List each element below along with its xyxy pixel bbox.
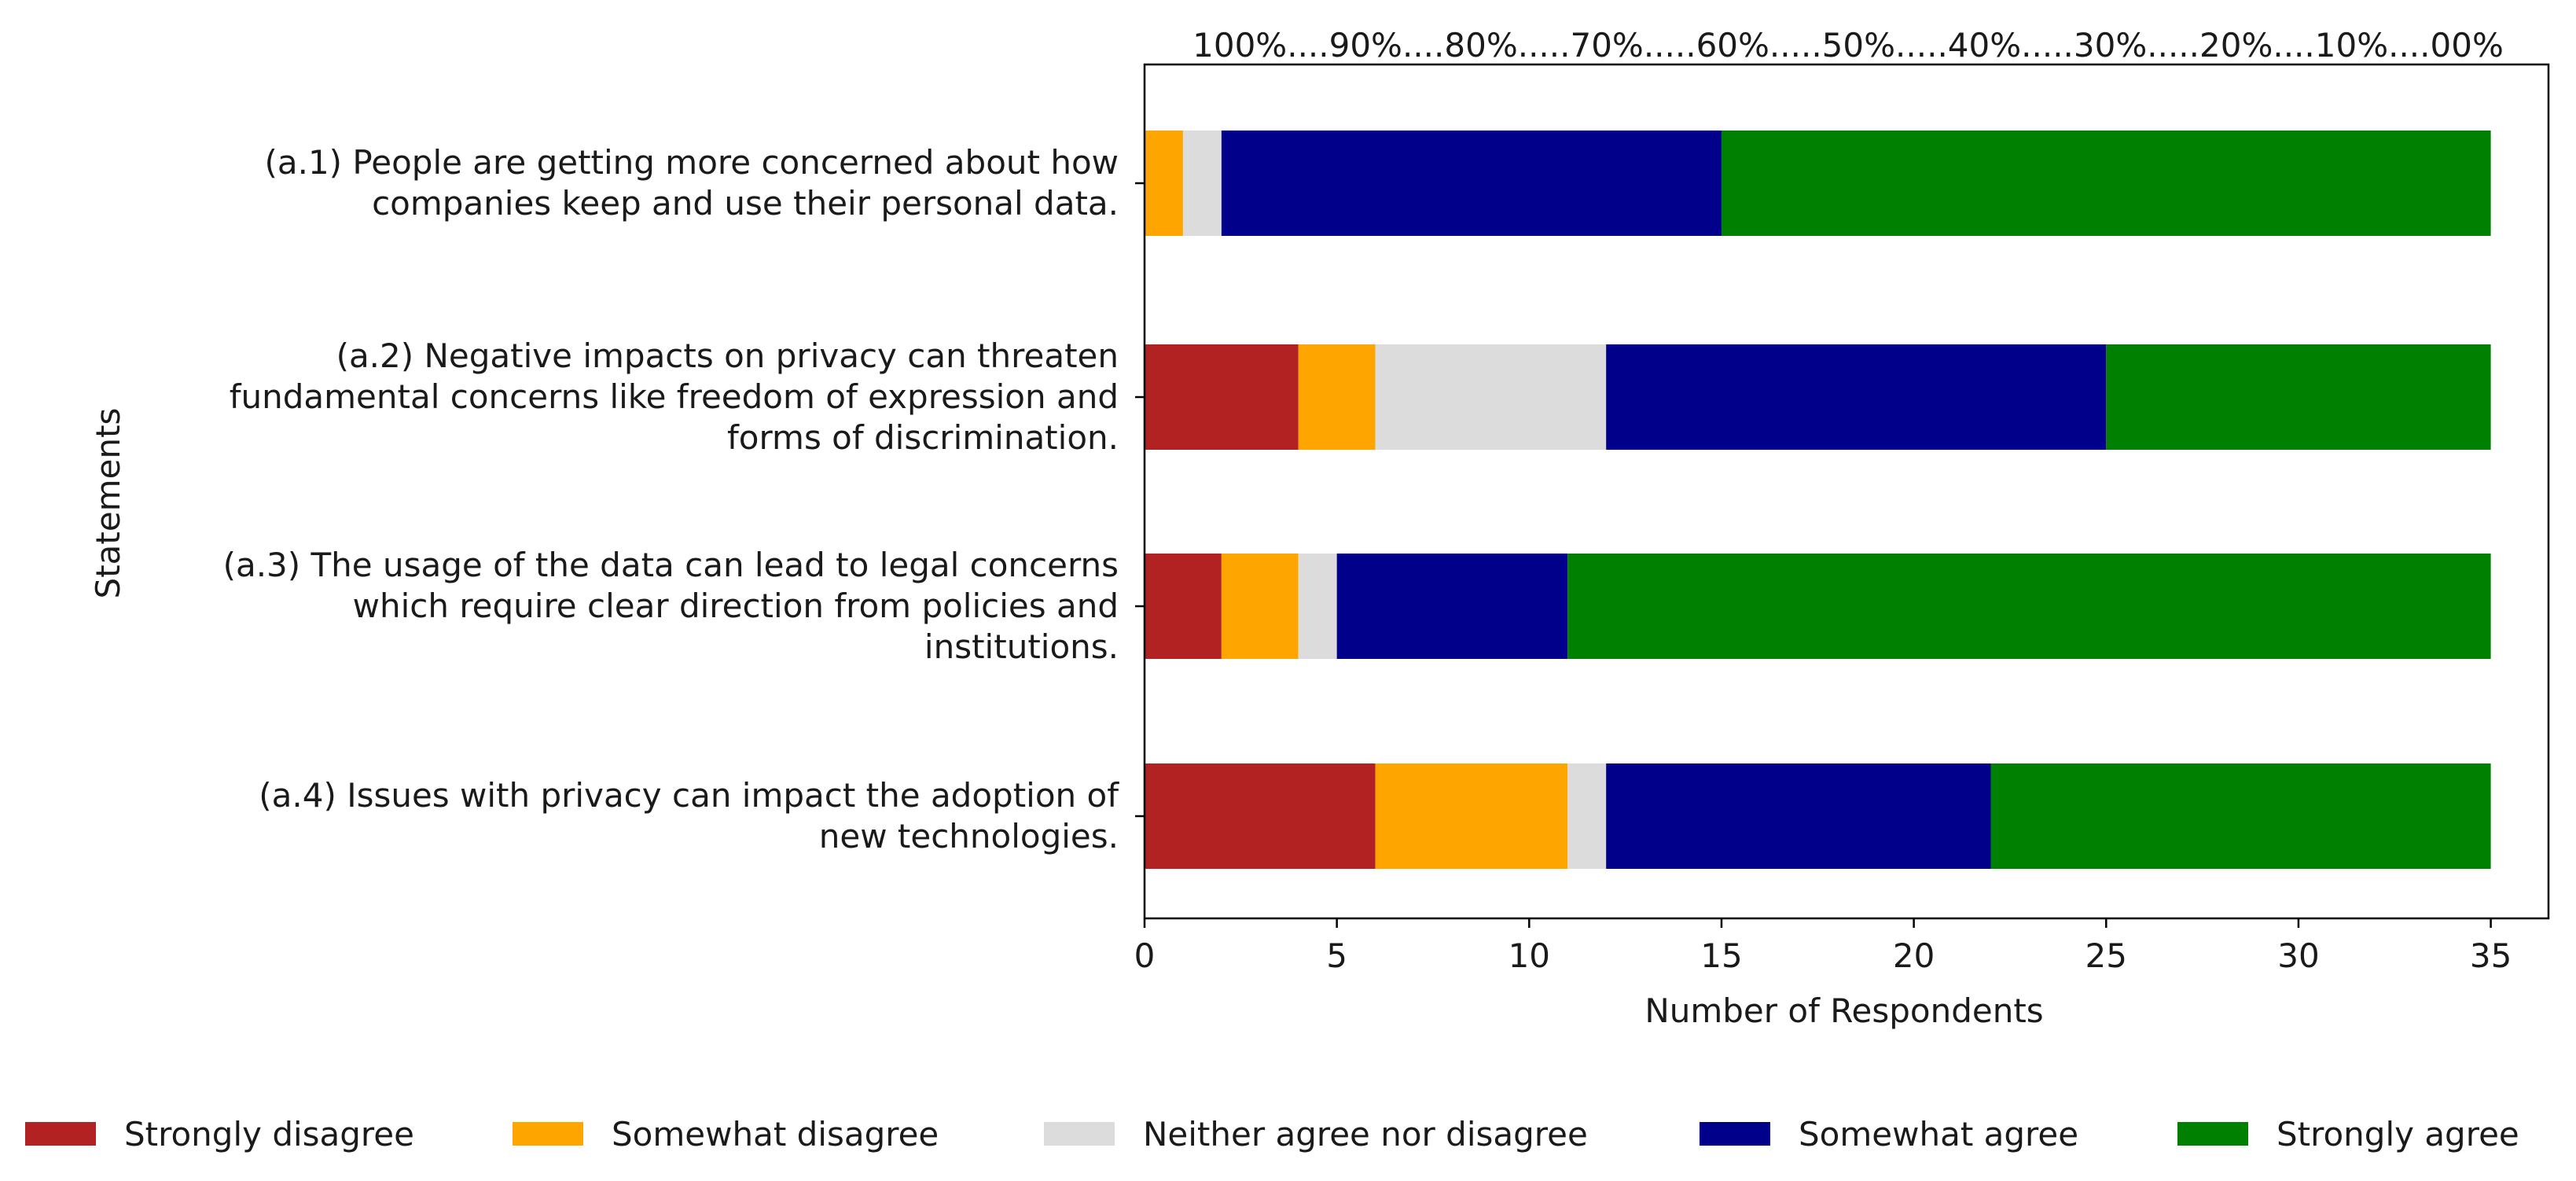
legend-label-strongly-agree: Strongly agree: [2277, 1115, 2519, 1153]
x-tick-label-20: 20: [1893, 936, 1935, 975]
bar-segment-1-somewhat-agree: [1221, 131, 1722, 236]
bar-segment-1-somewhat-disagree: [1145, 131, 1183, 236]
statement-label-1: (a.1) People are getting more concerned …: [264, 143, 1119, 223]
bar-segment-2-strongly-disagree: [1145, 344, 1299, 450]
x-tick-label-0: 0: [1134, 936, 1156, 975]
legend-label-strongly-disagree: Strongly disagree: [124, 1115, 414, 1153]
legend-label-neither-agree-nor-disagree: Neither agree nor disagree: [1143, 1115, 1588, 1153]
x-axis: 0 5 10 15 20 25 30 35: [1134, 918, 2512, 975]
x-tick-label-10: 10: [1508, 936, 1550, 975]
x-tick-label-15: 15: [1700, 936, 1742, 975]
x-tick-label-35: 35: [2470, 936, 2512, 975]
x-tick-label-30: 30: [2277, 936, 2319, 975]
bar-segment-1-strongly-agree: [1721, 131, 2491, 236]
statement-labels: (a.1) People are getting more concerned …: [223, 143, 1145, 855]
x-tick-label-5: 5: [1326, 936, 1347, 975]
bar-segment-4-somewhat-agree: [1606, 763, 1991, 869]
legend-swatch-strongly-disagree: [25, 1122, 96, 1146]
y-axis-title: Statements: [89, 408, 127, 599]
bar-segment-2-somewhat-disagree: [1298, 344, 1376, 450]
bar-segment-1-neither-agree-nor-disagree: [1182, 131, 1222, 236]
statement-label-2: (a.2) Negative impacts on privacy can th…: [230, 337, 1119, 457]
bar-segment-4-neither-agree-nor-disagree: [1567, 763, 1607, 869]
bar-segment-4-strongly-disagree: [1145, 763, 1376, 869]
statement-label-3: (a.3) The usage of the data can lead to …: [223, 546, 1119, 666]
bar-segment-3-neither-agree-nor-disagree: [1298, 554, 1337, 659]
legend-swatch-somewhat-agree: [1700, 1122, 1770, 1146]
legend-swatch-strongly-agree: [2177, 1122, 2248, 1146]
legend-swatch-neither-agree-nor-disagree: [1044, 1122, 1115, 1146]
x-axis-title: Number of Respondents: [1644, 992, 2043, 1030]
bar-segment-4-strongly-agree: [1990, 763, 2491, 869]
bar-segment-3-strongly-disagree: [1145, 554, 1222, 659]
legend-label-somewhat-disagree: Somewhat disagree: [612, 1115, 939, 1153]
bar-segment-3-somewhat-disagree: [1221, 554, 1299, 659]
bar-segment-2-neither-agree-nor-disagree: [1375, 344, 1607, 450]
statement-label-4: (a.4) Issues with privacy can impact the…: [259, 776, 1119, 855]
plot-frame: [1143, 63, 2550, 920]
bar-segment-2-somewhat-agree: [1606, 344, 2107, 450]
bars-group: [1145, 131, 2491, 869]
x-tick-label-25: 25: [2085, 936, 2127, 975]
bar-segment-2-strongly-agree: [2106, 344, 2491, 450]
legend-swatch-somewhat-disagree: [513, 1122, 583, 1146]
top-percentage-scale: 100%....90%....80%.....70%.....60%.....5…: [1192, 26, 2504, 64]
legend: Strongly disagree Somewhat disagree Neithe…: [25, 1115, 2519, 1153]
bar-segment-3-strongly-agree: [1567, 554, 2491, 659]
legend-label-somewhat-agree: Somewhat agree: [1799, 1115, 2078, 1153]
bar-segment-4-somewhat-disagree: [1375, 763, 1568, 869]
bar-segment-3-somewhat-agree: [1336, 554, 1568, 659]
